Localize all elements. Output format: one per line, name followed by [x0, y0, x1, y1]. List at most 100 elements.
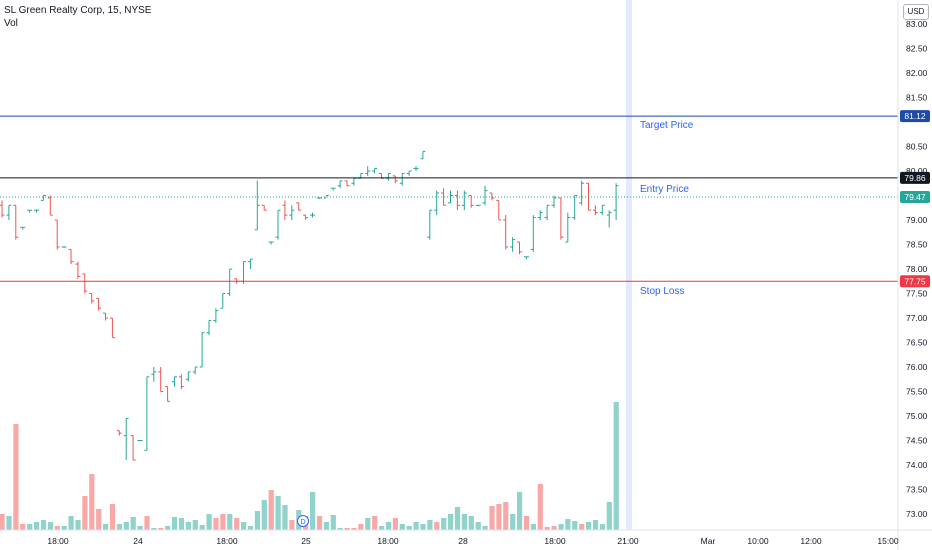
target-price-label[interactable]: Target Price — [640, 120, 694, 131]
ohlc-bar — [241, 261, 246, 284]
ohlc-bar — [89, 293, 95, 304]
ohlc-bar — [61, 246, 67, 248]
ohlc-bar — [579, 180, 585, 206]
ohlc-bar — [406, 170, 412, 176]
volume-bar — [316, 516, 323, 530]
volume-bar — [34, 522, 40, 530]
price-tick-label: 74.50 — [906, 436, 928, 446]
volume-bar — [254, 511, 260, 530]
volume-bar — [13, 424, 19, 530]
volume-bar — [47, 522, 53, 530]
ohlc-bar — [82, 273, 88, 294]
volume-bar — [441, 518, 447, 530]
volume-bar — [372, 516, 378, 530]
ohlc-bar — [254, 180, 260, 231]
chart-legend: SL Green Realty Corp, 15, NYSE Vol — [4, 4, 151, 30]
ohlc-bar — [303, 214, 309, 220]
volume-bar — [503, 502, 509, 530]
ohlc-bar — [27, 209, 33, 213]
ohlc-bar — [75, 261, 81, 279]
price-tick-label: 73.00 — [906, 509, 928, 519]
ohlc-bar — [351, 177, 357, 186]
volume-indicator-label[interactable]: Vol — [4, 18, 18, 29]
ohlc-bar — [13, 204, 19, 240]
volume-bar — [523, 516, 530, 530]
volume-bar — [565, 519, 571, 530]
ohlc-bar — [523, 256, 529, 260]
volume-bar — [379, 526, 385, 530]
ohlc-bar — [530, 215, 536, 252]
ohlc-bar — [213, 308, 219, 323]
ohlc-bar — [47, 195, 53, 216]
ohlc-bar — [475, 204, 481, 207]
entry-price-label[interactable]: Entry Price — [640, 184, 689, 195]
volume-bar — [27, 524, 33, 530]
ohlc-bar — [220, 293, 226, 309]
ohlc-bar — [130, 435, 136, 461]
volume-bar — [358, 524, 364, 530]
time-tick-label: 18:00 — [544, 536, 566, 546]
time-tick-label: 10:00 — [747, 536, 769, 546]
price-badge-label: 81.12 — [904, 111, 926, 121]
volume-bar — [123, 522, 129, 530]
time-tick-label: 12:00 — [800, 536, 822, 546]
ohlc-bar — [261, 204, 267, 211]
ohlc-bar — [551, 195, 557, 208]
price-tick-label: 73.50 — [906, 485, 928, 495]
ohlc-bar — [385, 172, 391, 181]
time-tick-label: 24 — [133, 536, 143, 546]
price-badge-label: 77.75 — [904, 276, 926, 286]
dividend-marker[interactable]: D — [297, 515, 309, 527]
ohlc-bar — [413, 166, 419, 171]
volume-bar — [165, 526, 171, 530]
ohlc-bar — [247, 258, 253, 269]
volume-bar — [137, 526, 143, 530]
ohlc-bar — [537, 210, 543, 220]
volume-bar — [365, 518, 371, 530]
ohlc-bar — [503, 215, 509, 250]
volume-bar — [510, 514, 516, 530]
price-tick-label: 76.00 — [906, 362, 928, 372]
volume-bar — [572, 521, 578, 530]
ohlc-bar — [310, 212, 315, 218]
volume-bar — [185, 522, 191, 530]
price-tick-label: 77.50 — [906, 289, 928, 299]
volume-bar — [551, 526, 557, 530]
volume-bar — [20, 524, 26, 530]
price-tick-label: 78.00 — [906, 264, 928, 274]
stop-loss-label[interactable]: Stop Loss — [640, 286, 685, 297]
ohlc-bar — [178, 374, 184, 390]
ohlc-bars — [0, 150, 619, 461]
volume-bar — [420, 524, 426, 530]
ohlc-bar — [337, 180, 343, 189]
ohlc-bar — [40, 195, 46, 201]
volume-bar — [613, 402, 619, 530]
ohlc-bar — [392, 175, 398, 184]
ohlc-bar — [103, 312, 108, 321]
currency-button[interactable]: USD — [903, 4, 929, 20]
price-tick-label: 82.00 — [906, 68, 928, 78]
volume-bar — [558, 524, 564, 530]
volume-bar — [337, 528, 343, 530]
ohlc-bar — [599, 204, 605, 216]
ohlc-bar — [54, 219, 60, 250]
volume-bar — [96, 509, 102, 530]
time-tick-label: 18:00 — [47, 536, 69, 546]
volume-bar — [158, 528, 164, 530]
price-tick-label: 80.50 — [906, 142, 928, 152]
price-badge — [900, 190, 930, 203]
volume-bar — [54, 526, 60, 530]
price-badge — [900, 275, 930, 288]
volume-bar — [489, 506, 495, 530]
volume-bar — [434, 522, 440, 530]
volume-bar — [0, 514, 5, 530]
volume-bar — [330, 515, 336, 530]
volume-bar — [530, 524, 536, 530]
ohlc-bar — [0, 200, 5, 218]
price-tick-label: 83.00 — [906, 19, 928, 29]
ohlc-bar — [316, 197, 322, 199]
volume-bar — [606, 502, 612, 530]
time-axis: 18:00 24 18:00 25 18:00 28 18:00 21:00 Mar 10:00 1… — [47, 536, 899, 546]
symbol-title[interactable]: SL Green Realty Corp, 15, NYSE — [4, 5, 152, 16]
